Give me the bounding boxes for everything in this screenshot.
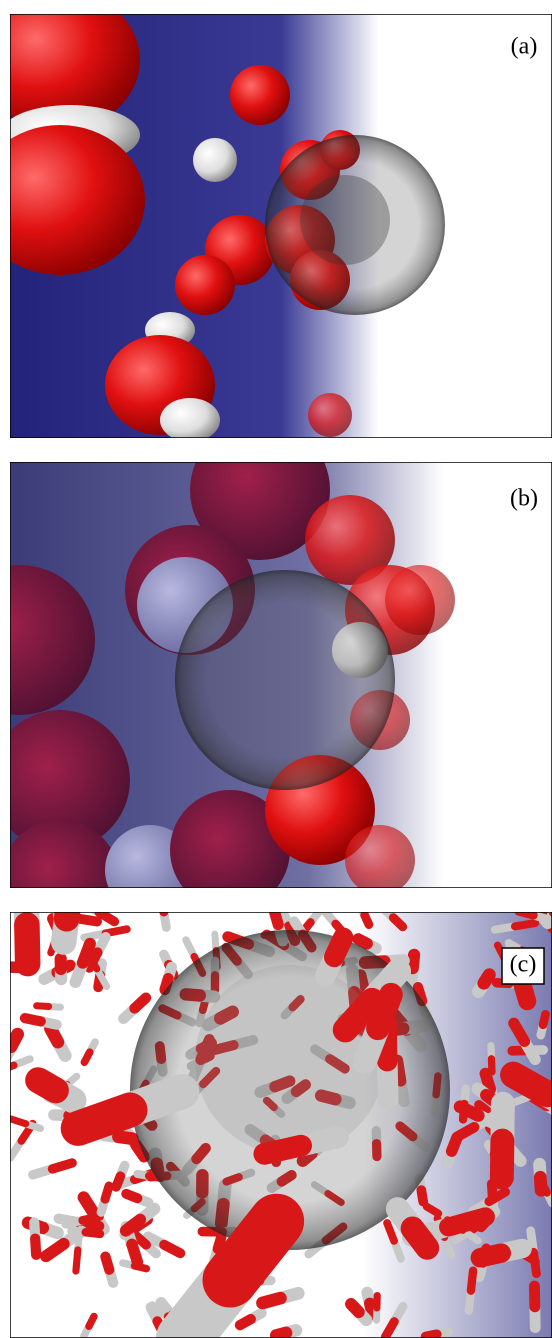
molecule-bond <box>126 1238 144 1268</box>
molecule-bond <box>81 1227 105 1239</box>
molecule-bond <box>121 1188 143 1204</box>
molecule-bond <box>94 912 120 927</box>
molecule-bond <box>466 1266 478 1295</box>
molecule-bond <box>212 1232 227 1255</box>
molecule-bond <box>345 1298 365 1319</box>
molecule-bond <box>129 992 152 1014</box>
molecule-bond <box>159 973 174 996</box>
molecule-bond <box>10 1027 25 1053</box>
molecule-bond <box>10 1061 18 1071</box>
molecule-bond <box>477 968 496 990</box>
molecule-bond <box>360 912 374 929</box>
molecule-bond <box>234 1313 256 1331</box>
panel-label: (b) <box>510 486 538 512</box>
molecule-bond <box>131 1231 152 1250</box>
molecule-bond <box>101 925 131 938</box>
molecule-bond <box>253 1134 312 1165</box>
molecule-bond <box>416 1185 429 1207</box>
molecule-bond <box>470 1243 511 1268</box>
molecule-bond <box>383 1219 398 1245</box>
molecule-bond <box>508 1017 531 1047</box>
molecule-bond <box>268 912 284 931</box>
molecule-bond <box>388 913 408 932</box>
panel-label: (c) <box>510 952 537 978</box>
molecule-bond <box>112 1130 139 1146</box>
molecule-bond <box>500 1061 552 1108</box>
molecule-bond <box>53 912 81 932</box>
panel-label: (a) <box>511 34 538 60</box>
molecule-bond <box>453 1100 485 1122</box>
molecule-bond <box>422 1202 443 1218</box>
molecule-bond <box>100 1251 115 1275</box>
molecule-bond <box>420 1329 442 1338</box>
molecule-bond <box>77 1191 100 1220</box>
molecule-bond <box>30 1233 42 1260</box>
molecule-bond <box>538 1009 550 1030</box>
molecule-bond <box>269 1326 293 1338</box>
molecule-bond <box>159 912 169 917</box>
molecule-bond <box>529 1247 541 1279</box>
molecule-bond <box>25 1067 69 1104</box>
molecule-bond <box>332 987 385 1043</box>
molecule-bond <box>33 1002 53 1011</box>
panel-b: (b) <box>10 462 552 888</box>
molecule-bond <box>47 1158 77 1174</box>
molecule-bond <box>78 1212 104 1225</box>
molecule-bond <box>324 927 354 968</box>
panel-a: (a) <box>10 14 552 438</box>
panel-c: (c) <box>10 912 552 1338</box>
molecule-bond <box>479 1067 497 1095</box>
molecule-bond <box>352 933 373 950</box>
molecule-bond <box>439 1207 495 1237</box>
molecule-bond <box>60 1092 148 1146</box>
molecule-bond <box>484 1187 510 1207</box>
molecule-bond <box>130 1139 150 1163</box>
molecule-bond <box>14 912 41 977</box>
molecule-bond <box>510 919 540 931</box>
molecule-bond <box>256 1291 287 1310</box>
molecule-bond <box>89 912 104 918</box>
molecule-bond <box>85 1312 98 1330</box>
molecule-bond <box>451 1121 480 1143</box>
molecule-bond <box>159 1239 186 1259</box>
molecule-bond <box>72 1246 82 1275</box>
molecule-bond <box>363 1297 379 1321</box>
molecule-bond <box>111 1171 126 1192</box>
molecule-bond <box>406 948 421 975</box>
molecule-bond <box>83 947 101 973</box>
molecule-bond <box>474 1100 494 1118</box>
molecule-bond <box>412 982 428 1007</box>
molecule-bond <box>487 1055 496 1076</box>
molecule-bond <box>514 912 538 920</box>
molecule-bond <box>119 1213 147 1237</box>
molecule-bond <box>100 1181 114 1204</box>
molecule-bond <box>10 1115 30 1128</box>
molecule-bond <box>72 913 102 927</box>
molecule-bond <box>19 1013 46 1027</box>
molecule-bond <box>366 982 403 1041</box>
molecule-bond <box>80 1048 94 1067</box>
molecule-bond <box>202 1193 305 1308</box>
molecule-bond <box>40 1237 70 1263</box>
molecule-bond <box>380 1317 399 1338</box>
molecule-bond <box>533 1170 548 1197</box>
molecule-bond <box>400 1216 440 1260</box>
molecule-bond <box>44 1022 65 1049</box>
